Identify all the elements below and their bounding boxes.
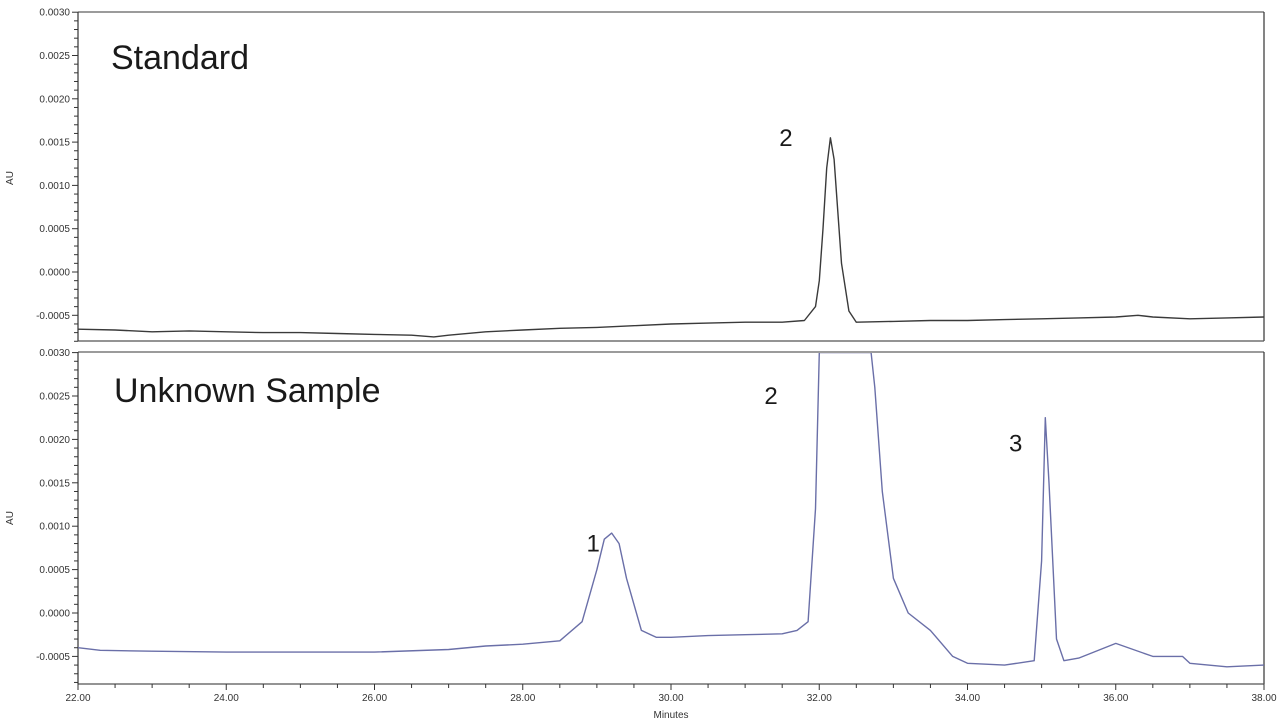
x-tick-label: 30.00: [658, 693, 683, 704]
peak-label: 3: [1009, 431, 1022, 458]
peak-label: 2: [764, 383, 777, 410]
standard-panel: 0.0030 0.0025 0.0020 0.0015 0.0010 0.0005 0.00…: [5, 8, 1265, 342]
x-tick-label: 26.00: [362, 693, 387, 704]
peak-label: 2: [779, 125, 792, 152]
y-tick-label: 0.0030: [39, 8, 70, 19]
y-tick-label: 0.0020: [39, 435, 70, 446]
y-tick-label: 0.0025: [39, 392, 70, 403]
panel-title: Standard: [111, 39, 249, 77]
y-tick-label: 0.0020: [39, 94, 70, 105]
unknown-sample-panel: 0.0030 0.0025 0.0020 0.0015 0.0010 0.0005 0.00…: [5, 348, 1277, 721]
y-tick-label: -0.0005: [36, 311, 70, 322]
panel-title: Unknown Sample: [114, 372, 380, 410]
y-tick-label: 0.0010: [39, 181, 70, 192]
y-tick-label: 0.0030: [39, 348, 70, 359]
x-tick-label: 22.00: [65, 693, 90, 704]
x-axis-label: Minutes: [653, 710, 688, 721]
y-tick-label: 0.0015: [39, 478, 70, 489]
y-tick-label: 0.0005: [39, 224, 70, 235]
y-axis-label: AU: [5, 171, 16, 185]
x-tick-label: 38.00: [1251, 693, 1276, 704]
y-tick-label: 0.0010: [39, 522, 70, 533]
x-tick-label: 24.00: [214, 693, 239, 704]
x-tick-label: 36.00: [1103, 693, 1128, 704]
peak-label: 1: [586, 531, 599, 558]
y-tick-label: 0.0025: [39, 51, 70, 62]
x-tick-label: 28.00: [510, 693, 535, 704]
y-tick-label: 0.0015: [39, 138, 70, 149]
x-tick-label: 32.00: [807, 693, 832, 704]
chromatogram-trace: [78, 137, 1264, 338]
y-tick-label: -0.0005: [36, 652, 70, 663]
y-tick-label: 0.0000: [39, 268, 70, 279]
y-tick-label: 0.0000: [39, 609, 70, 620]
y-axis-label: AU: [5, 511, 16, 525]
chromatogram-trace: [78, 353, 1264, 668]
y-tick-label: 0.0005: [39, 565, 70, 576]
x-tick-label: 34.00: [955, 693, 980, 704]
